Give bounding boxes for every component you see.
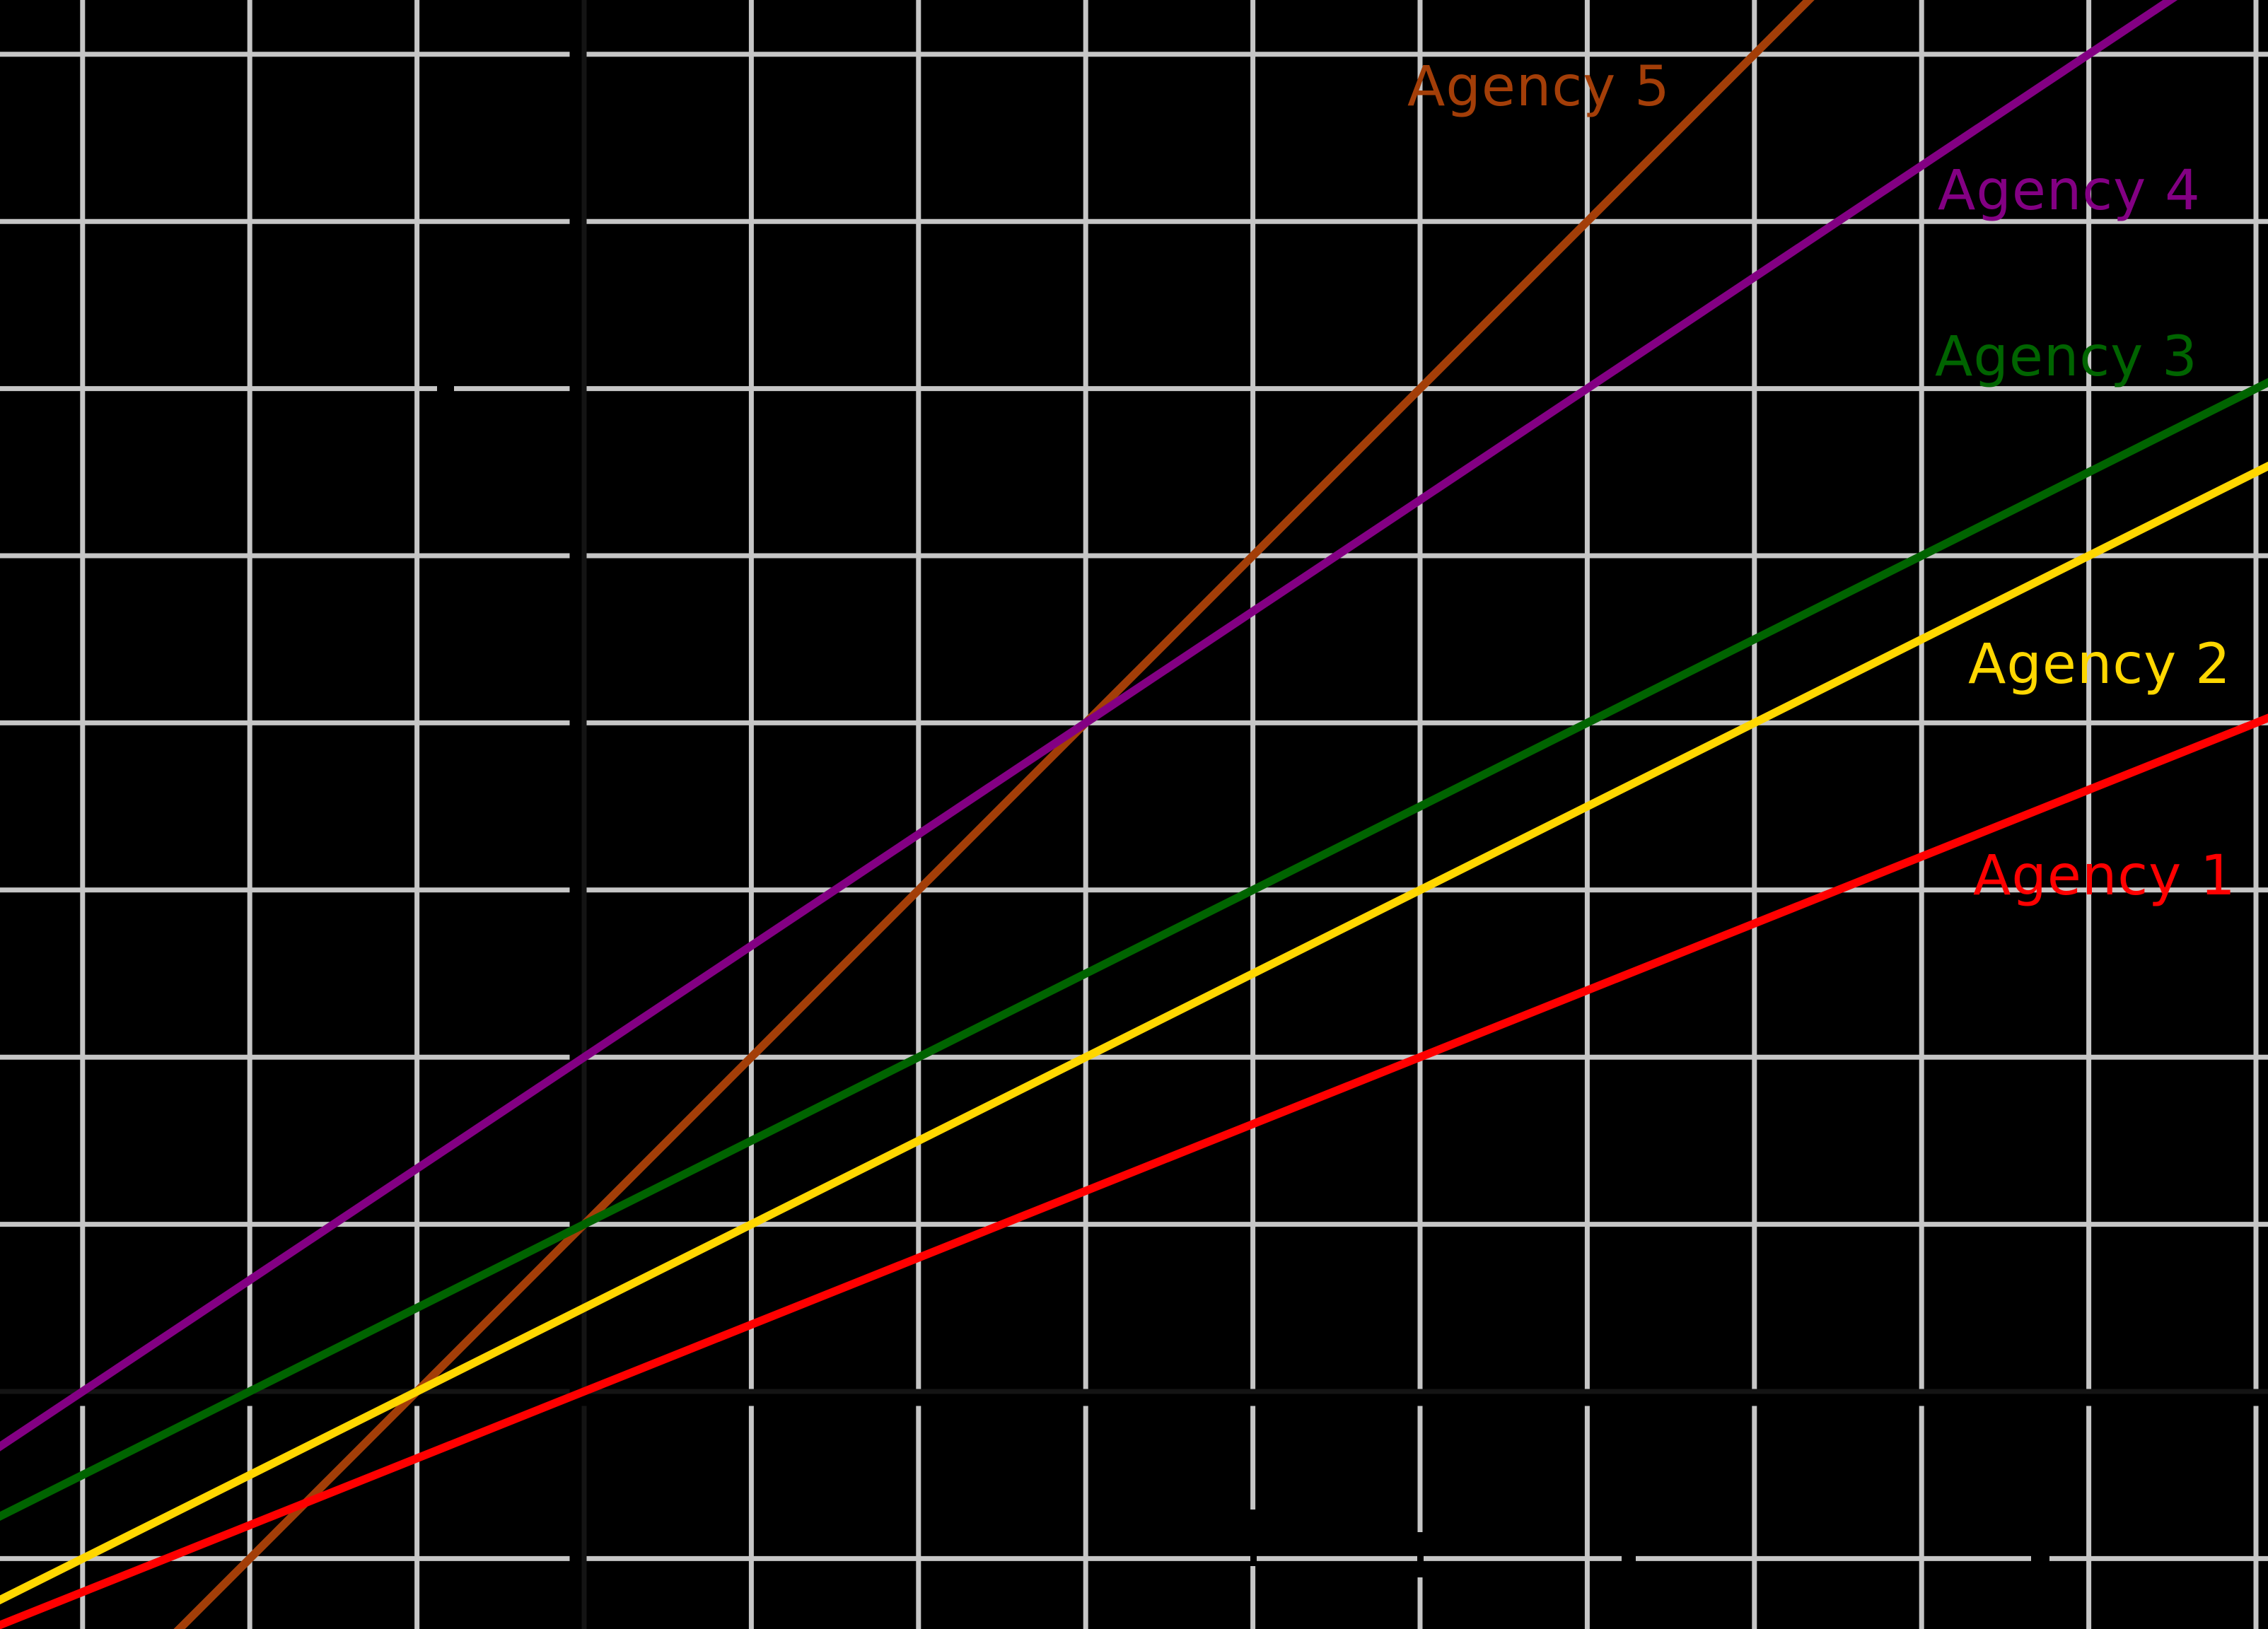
hidden-label-artifact <box>1417 1532 1424 1577</box>
series-line-agency-4 <box>0 0 2178 1452</box>
series-label-agency-5: Agency 5 <box>1407 55 1670 119</box>
series-label-agency-1: Agency 1 <box>1973 844 2236 908</box>
series-label-agency-3: Agency 3 <box>1935 325 2198 389</box>
series-line-agency-3 <box>0 378 2268 1522</box>
hidden-label-artifact <box>437 385 454 394</box>
hidden-label-artifact <box>1250 1510 1257 1566</box>
series-line-agency-1 <box>0 713 2268 1629</box>
hidden-label-artifact <box>2031 1554 2049 1564</box>
series-label-agency-4: Agency 4 <box>1938 159 2201 223</box>
hidden-label-artifact <box>1622 1554 1636 1564</box>
series-line-agency-2 <box>0 461 2268 1605</box>
series-label-agency-2: Agency 2 <box>1968 633 2231 696</box>
